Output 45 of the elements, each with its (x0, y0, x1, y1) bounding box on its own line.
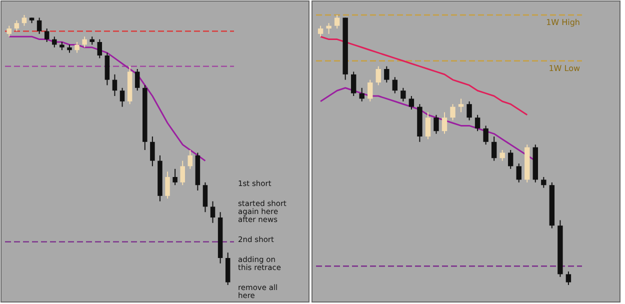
candlestick (318, 25, 324, 38)
candlestick (376, 66, 381, 86)
ref-line-label: 1W Low (548, 64, 580, 73)
candlestick (566, 271, 572, 286)
candlestick (425, 112, 431, 140)
candlestick (188, 150, 193, 170)
candlestick (474, 114, 480, 132)
candlestick (466, 100, 472, 121)
candlestick (202, 182, 208, 213)
candlestick (112, 74, 118, 96)
candlestick (350, 71, 356, 96)
candlestick (120, 87, 125, 108)
candlestick (434, 114, 439, 134)
candlestick (44, 28, 50, 42)
candlestick (384, 66, 390, 83)
candlestick (14, 20, 20, 32)
candlestick (97, 38, 102, 59)
candlestick (334, 14, 340, 29)
candlestick (165, 171, 170, 200)
candlestick (442, 112, 448, 134)
candlestick (210, 200, 216, 224)
candlestick (483, 125, 488, 146)
candlestick (172, 168, 178, 186)
candlestick (6, 25, 12, 38)
candlestick (408, 96, 414, 110)
candlestick (82, 36, 87, 48)
candlestick (368, 79, 373, 102)
candlestick (326, 22, 332, 34)
candlestick (74, 42, 80, 54)
candlestick (458, 98, 464, 113)
candlestick (491, 136, 497, 162)
candlestick (450, 104, 456, 121)
candlestick (392, 76, 398, 94)
ref-line-label: 1W High (546, 18, 580, 27)
candlestick (52, 36, 57, 48)
candlestick (516, 163, 522, 183)
candlestick (541, 176, 546, 188)
candlestick (508, 150, 514, 170)
candlestick (150, 136, 155, 167)
candlestick (22, 14, 27, 26)
candlestick (400, 87, 406, 102)
candlestick (500, 150, 505, 162)
candlestick (180, 160, 185, 186)
candlestick (36, 17, 42, 34)
candlestick (134, 68, 140, 92)
